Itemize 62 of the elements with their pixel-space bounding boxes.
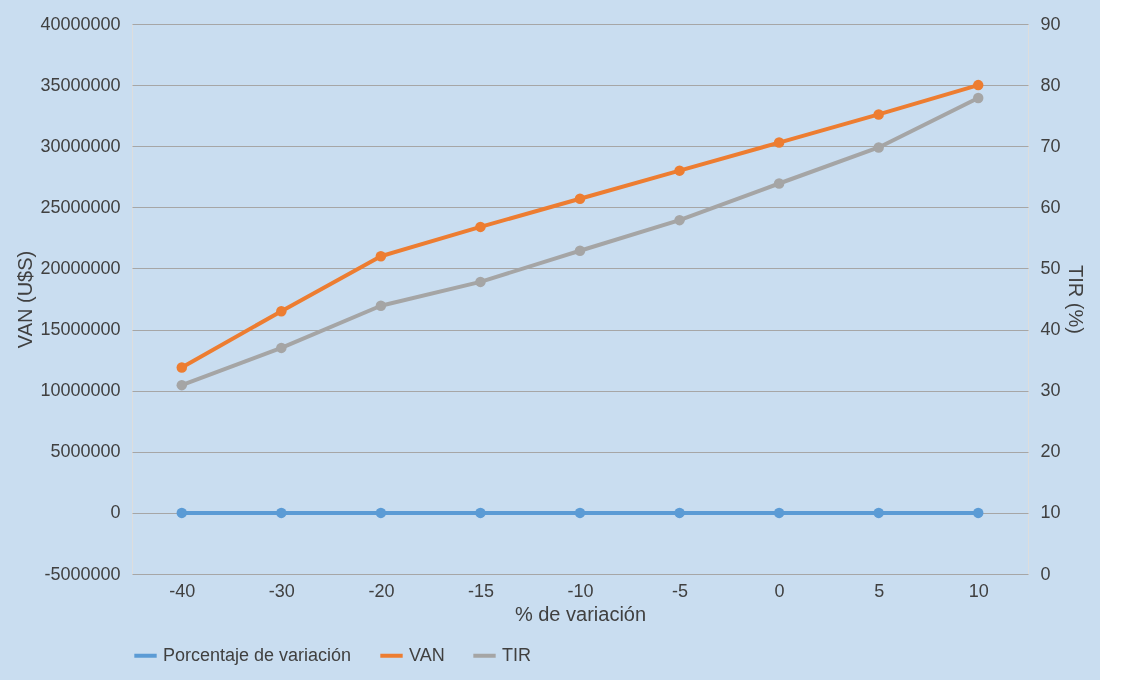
y-tick-label: 15000000 <box>40 319 121 340</box>
point <box>276 342 287 354</box>
point <box>674 214 685 226</box>
point <box>674 165 685 176</box>
x-tick-label: -40 <box>169 580 196 601</box>
point <box>176 507 188 519</box>
point <box>972 79 984 91</box>
x-tick-label: 0 <box>774 580 785 601</box>
point <box>375 300 387 311</box>
y2-tick-label: 10 <box>1040 502 1061 523</box>
y2-tick-label: 60 <box>1040 196 1061 217</box>
x-tick-label: -30 <box>268 580 295 601</box>
legend-label: VAN <box>409 644 445 665</box>
legend-label: Porcentaje de variación <box>163 644 352 665</box>
point <box>475 507 486 519</box>
point <box>773 507 785 519</box>
y-tick-label: -5000000 <box>44 563 121 584</box>
point <box>972 507 984 519</box>
y2-tick-label: 50 <box>1040 257 1061 278</box>
y-tick-label: 0 <box>110 502 121 523</box>
y2-tick-label: 80 <box>1040 74 1061 95</box>
x-tick-label: 5 <box>874 580 885 601</box>
y-tick-label: 20000000 <box>40 257 121 278</box>
y2-axis-title: TIR (%) <box>1064 265 1087 334</box>
x-tick-label: -5 <box>672 580 689 601</box>
point <box>276 305 287 317</box>
point <box>475 276 486 288</box>
point <box>176 362 188 373</box>
point <box>873 142 884 153</box>
point <box>773 178 785 189</box>
x-tick-label: -10 <box>567 580 594 601</box>
x-tick-label: -15 <box>467 580 494 601</box>
point <box>475 221 486 233</box>
y-tick-label: 35000000 <box>40 74 121 95</box>
y-tick-label: 30000000 <box>40 135 121 156</box>
y2-tick-label: 40 <box>1040 319 1061 340</box>
y2-tick-label: 0 <box>1040 563 1051 584</box>
point <box>574 507 586 519</box>
y2-tick-label: 90 <box>1040 13 1061 34</box>
point <box>674 507 685 519</box>
x-axis-title: % de variación <box>514 602 647 625</box>
y2-tick-label: 70 <box>1040 135 1061 156</box>
y-tick-label: 10000000 <box>40 380 121 401</box>
point <box>972 92 984 104</box>
point <box>375 507 387 519</box>
point <box>873 109 884 120</box>
y-tick-label: 5000000 <box>50 441 121 462</box>
point <box>873 507 884 519</box>
legend-label: TIR <box>502 644 531 665</box>
point <box>574 245 586 256</box>
y-tick-label: 40000000 <box>40 13 121 34</box>
point <box>574 193 586 205</box>
y-axis-title: VAN (U$S) <box>14 250 37 349</box>
y2-tick-label: 30 <box>1040 380 1061 401</box>
y2-tick-label: 20 <box>1040 441 1061 462</box>
point <box>375 250 387 262</box>
x-tick-label: -20 <box>368 580 395 601</box>
point <box>276 507 287 519</box>
point <box>773 137 785 148</box>
y-tick-label: 25000000 <box>40 196 121 217</box>
point <box>176 379 188 391</box>
x-tick-label: 10 <box>968 580 989 601</box>
